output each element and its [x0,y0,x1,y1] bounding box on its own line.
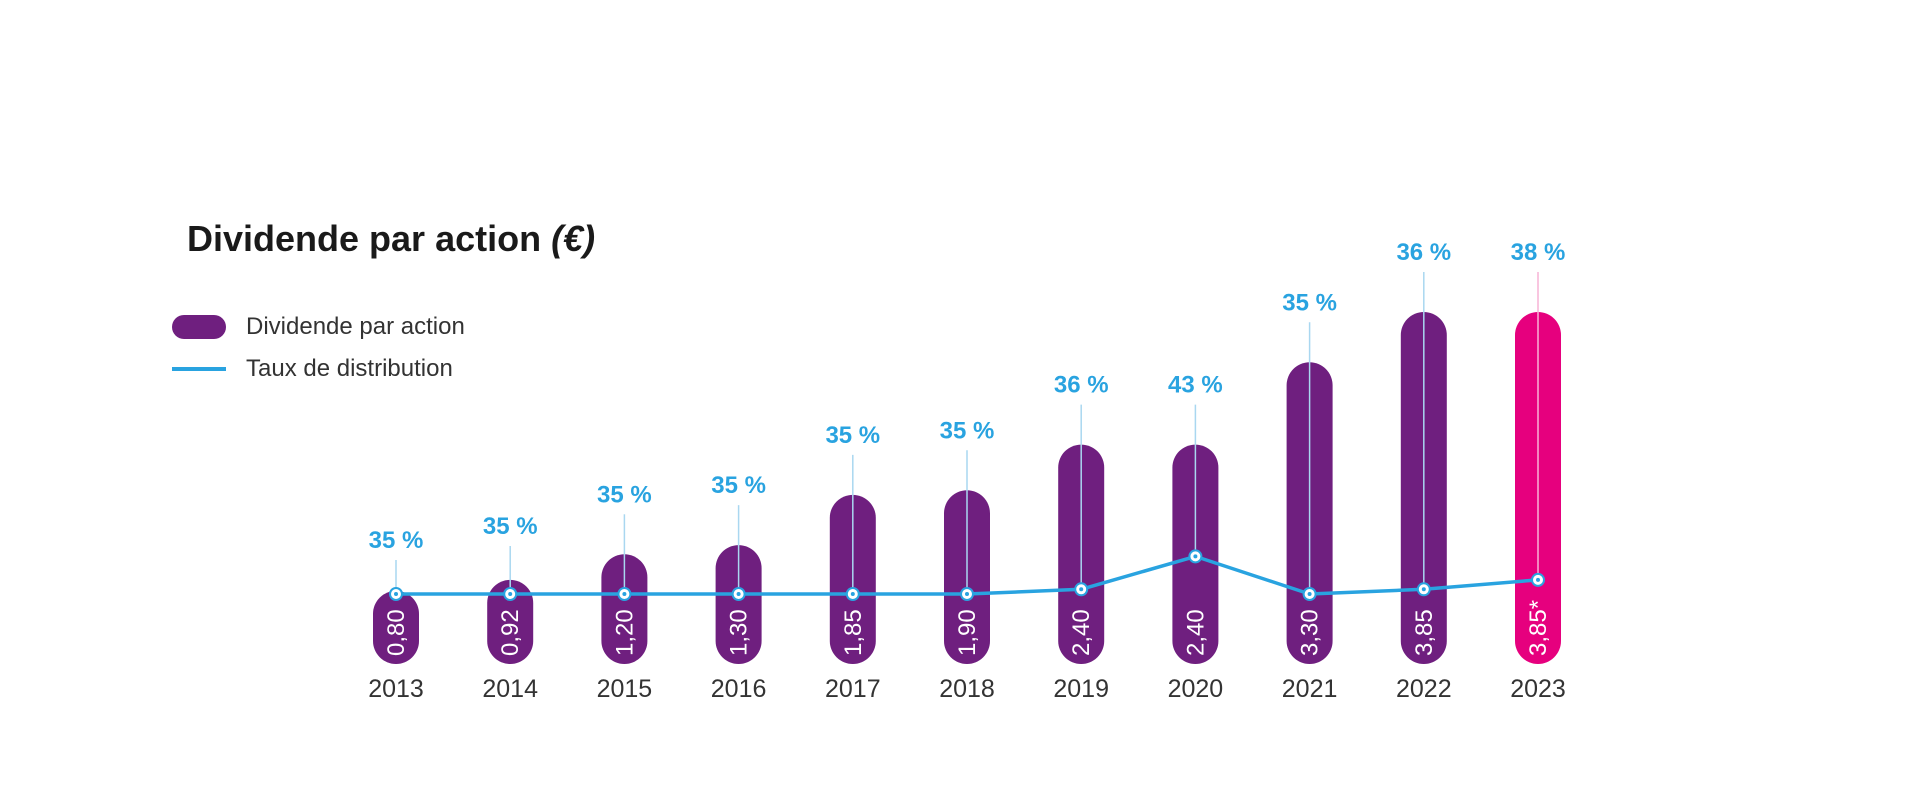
category-label-2018: 2018 [939,675,995,703]
payout-label-2022: 36 % [1396,239,1451,266]
bar-label-2022: 3,85 [1411,609,1438,656]
category-label-2014: 2014 [482,675,538,703]
legend-item-payout: Taux de distribution [172,348,465,390]
payout-label-2017: 35 % [825,422,880,449]
payout-label-2014: 35 % [483,513,538,540]
chart-title: Dividende par action (€) [187,218,595,260]
payout-point-dot-2021 [1307,592,1312,596]
bar-label-2013: 0,80 [383,609,410,656]
category-label-2015: 2015 [597,675,653,703]
bar-label-2016: 1,30 [726,609,753,656]
chart-title-unit: (€) [551,218,596,259]
chart-legend: Dividende par action Taux de distributio… [172,306,465,390]
payout-point-dot-2015 [622,592,627,596]
bar-label-2014: 0,92 [497,609,524,656]
legend-label-payout: Taux de distribution [246,355,453,382]
category-label-2013: 2013 [368,675,424,703]
payout-point-dot-2020 [1193,554,1198,559]
category-label-2022: 2022 [1396,675,1452,703]
legend-swatch-bar [172,315,226,339]
payout-group: 35 % 35 % 35 % 35 % 35 % 35 % 36 % 43 % 35 % 36 %… [369,239,1566,601]
payout-point-dot-2019 [1079,587,1084,592]
category-label-2017: 2017 [825,675,881,703]
bar-label-2015: 1,20 [611,609,638,656]
payout-label-2015: 35 % [597,481,652,508]
legend-label-dividend: Dividende par action [246,313,465,340]
payout-point-dot-2016 [736,592,741,596]
payout-label-2023: 38 % [1511,239,1566,266]
bar-label-2020: 2,40 [1182,609,1209,656]
payout-label-2013: 35 % [369,527,424,554]
bar-2013 [373,590,419,664]
category-label-2020: 2020 [1168,675,1224,703]
chart-title-text: Dividende par action [187,218,542,259]
legend-swatch-line [172,367,226,371]
payout-point-dot-2017 [850,592,855,596]
bar-label-2023: 3,85* [1525,600,1552,656]
category-label-2016: 2016 [711,675,767,703]
bar-label-2017: 1,85 [840,609,867,656]
payout-label-2020: 43 % [1168,372,1223,399]
payout-label-2016: 35 % [711,472,766,499]
bar-2015 [601,554,648,664]
legend-item-dividend: Dividende par action [172,306,465,348]
payout-point-dot-2018 [965,592,969,596]
payout-label-2019: 36 % [1054,372,1109,399]
bar-label-2019: 2,40 [1068,609,1095,656]
payout-point-dot-2023 [1536,577,1540,582]
category-label-2019: 2019 [1053,675,1109,703]
bar-2016 [715,545,762,664]
bar-label-2021: 3,30 [1297,609,1324,656]
payout-point-dot-2014 [508,592,513,596]
bar-label-2018: 1,90 [954,609,981,656]
bar-2014 [487,579,534,664]
category-label-2021: 2021 [1282,675,1338,703]
payout-point-dot-2013 [394,592,398,596]
payout-label-2021: 35 % [1282,289,1337,316]
payout-point-dot-2022 [1421,587,1426,592]
payout-label-2018: 35 % [940,417,995,444]
category-label-2023: 2023 [1510,675,1566,703]
